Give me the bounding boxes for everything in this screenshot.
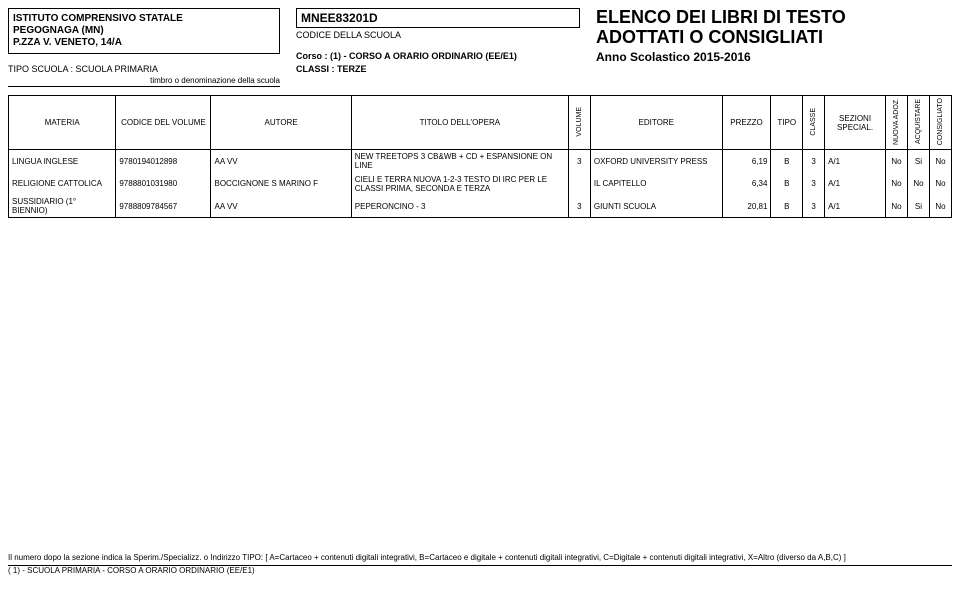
col-sezioni: SEZIONI SPECIAL. (825, 96, 886, 150)
school-code-label: CODICE DELLA SCUOLA (296, 30, 580, 40)
page-footer: Il numero dopo la sezione indica la Sper… (8, 553, 952, 576)
cell-consig: No (929, 173, 951, 195)
cell-tipo: B (771, 150, 803, 173)
school-name-line2: PEGOGNAGA (MN) (13, 25, 275, 37)
col-acquist-label: ACQUISTARE (915, 99, 922, 144)
cell-titolo: CIELI E TERRA NUOVA 1-2-3 TESTO DI IRC P… (351, 173, 568, 195)
table-row: RELIGIONE CATTOLICA9788801031980BOCCIGNO… (9, 173, 952, 195)
cell-codice: 9788801031980 (116, 173, 211, 195)
cell-tipo: B (771, 195, 803, 218)
page-header: ISTITUTO COMPRENSIVO STATALE PEGOGNAGA (… (8, 8, 952, 87)
col-codice: CODICE DEL VOLUME (116, 96, 211, 150)
col-consig: CONSIGLIATO (929, 96, 951, 150)
school-type-label: TIPO SCUOLA : SCUOLA PRIMARIA (8, 64, 280, 74)
cell-acquist: Si (908, 150, 930, 173)
table-row: LINGUA INGLESE9780194012898AA VVNEW TREE… (9, 150, 952, 173)
cell-materia: RELIGIONE CATTOLICA (9, 173, 116, 195)
cell-consig: No (929, 150, 951, 173)
col-autore: AUTORE (211, 96, 351, 150)
cell-editore: GIUNTI SCUOLA (590, 195, 722, 218)
col-classe: CLASSE (803, 96, 825, 150)
cell-nuova: No (886, 173, 908, 195)
table-row: SUSSIDIARIO (1° BIENNIO)9788809784567AA … (9, 195, 952, 218)
cell-volume (568, 173, 590, 195)
cell-consig: No (929, 195, 951, 218)
cell-sezioni: A/1 (825, 195, 886, 218)
stamp-label: timbro o denominazione della scuola (8, 76, 280, 87)
course-line: Corso : (1) - CORSO A ORARIO ORDINARIO (… (296, 50, 580, 63)
cell-tipo: B (771, 173, 803, 195)
cell-sezioni: A/1 (825, 173, 886, 195)
col-editore: EDITORE (590, 96, 722, 150)
col-acquist: ACQUISTARE (908, 96, 930, 150)
col-consig-label: CONSIGLIATO (937, 98, 944, 145)
footer-line1a: Il numero dopo la sezione indica la Sper… (8, 553, 240, 562)
cell-acquist: Si (908, 195, 930, 218)
school-name-line3: P.ZZA V. VENETO, 14/A (13, 37, 275, 49)
cell-materia: LINGUA INGLESE (9, 150, 116, 173)
footer-line1b: TIPO: [ A=Cartaceo + contenuti digitali … (242, 553, 846, 562)
col-prezzo: PREZZO (722, 96, 771, 150)
table-header-row: MATERIA CODICE DEL VOLUME AUTORE TITOLO … (9, 96, 952, 150)
footer-line1: Il numero dopo la sezione indica la Sper… (8, 553, 952, 565)
cell-titolo: NEW TREETOPS 3 CB&WB + CD + ESPANSIONE O… (351, 150, 568, 173)
main-title-line1: ELENCO DEI LIBRI DI TESTO (596, 8, 952, 28)
cell-volume: 3 (568, 195, 590, 218)
col-tipo: TIPO (771, 96, 803, 150)
cell-classe: 3 (803, 195, 825, 218)
cell-acquist: No (908, 173, 930, 195)
footer-line2: ( 1) - SCUOLA PRIMARIA - CORSO A ORARIO … (8, 566, 952, 576)
col-titolo: TITOLO DELL'OPERA (351, 96, 568, 150)
cell-nuova: No (886, 150, 908, 173)
code-block: MNEE83201D CODICE DELLA SCUOLA Corso : (… (288, 8, 588, 75)
cell-volume: 3 (568, 150, 590, 173)
cell-classe: 3 (803, 173, 825, 195)
col-materia: MATERIA (9, 96, 116, 150)
col-nuova: NUOVA ADOZ. (886, 96, 908, 150)
col-volume: VOLUME (568, 96, 590, 150)
cell-editore: IL CAPITELLO (590, 173, 722, 195)
main-title-line2: ADOTTATI O CONSIGLIATI (596, 28, 952, 48)
col-nuova-label: NUOVA ADOZ. (893, 98, 900, 145)
cell-editore: OXFORD UNIVERSITY PRESS (590, 150, 722, 173)
cell-prezzo: 6,19 (722, 150, 771, 173)
cell-nuova: No (886, 195, 908, 218)
cell-codice: 9788809784567 (116, 195, 211, 218)
title-block: ELENCO DEI LIBRI DI TESTO ADOTTATI O CON… (588, 8, 952, 64)
classes-line: CLASSI : TERZE (296, 63, 580, 76)
cell-prezzo: 6,34 (722, 173, 771, 195)
books-table: MATERIA CODICE DEL VOLUME AUTORE TITOLO … (8, 95, 952, 218)
school-name-line1: ISTITUTO COMPRENSIVO STATALE (13, 13, 275, 25)
cell-titolo: PEPERONCINO - 3 (351, 195, 568, 218)
school-code: MNEE83201D (296, 8, 580, 28)
school-name-box: ISTITUTO COMPRENSIVO STATALE PEGOGNAGA (… (8, 8, 280, 54)
col-volume-label: VOLUME (576, 107, 583, 137)
cell-classe: 3 (803, 150, 825, 173)
year-line: Anno Scolastico 2015-2016 (596, 50, 952, 64)
school-block: ISTITUTO COMPRENSIVO STATALE PEGOGNAGA (… (8, 8, 288, 87)
cell-materia: SUSSIDIARIO (1° BIENNIO) (9, 195, 116, 218)
cell-prezzo: 20,81 (722, 195, 771, 218)
cell-autore: AA VV (211, 150, 351, 173)
cell-codice: 9780194012898 (116, 150, 211, 173)
cell-autore: AA VV (211, 195, 351, 218)
cell-sezioni: A/1 (825, 150, 886, 173)
cell-autore: BOCCIGNONE S MARINO F (211, 173, 351, 195)
col-classe-label: CLASSE (810, 108, 817, 136)
